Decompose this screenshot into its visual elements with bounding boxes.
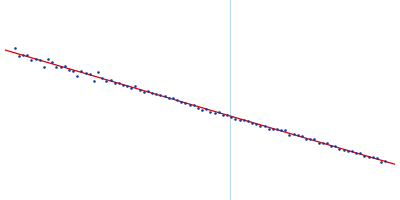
Point (157, 93, 164, 96)
Point (216, 111, 222, 114)
Point (199, 108, 205, 111)
Point (361, 155, 368, 158)
Point (286, 133, 293, 137)
Point (316, 142, 322, 145)
Point (303, 138, 309, 141)
Point (266, 127, 272, 131)
Point (220, 113, 226, 116)
Point (78, 69, 84, 72)
Point (36, 59, 43, 62)
Point (257, 125, 264, 128)
Point (24, 54, 30, 57)
Point (232, 117, 238, 120)
Point (349, 150, 355, 153)
Point (182, 102, 189, 105)
Point (45, 58, 51, 61)
Point (170, 97, 176, 100)
Point (253, 122, 259, 125)
Point (211, 112, 218, 115)
Point (82, 72, 89, 75)
Point (382, 159, 388, 162)
Point (320, 141, 326, 144)
Point (116, 82, 122, 85)
Point (190, 104, 197, 107)
Point (290, 132, 297, 135)
Point (20, 54, 26, 57)
Point (166, 96, 172, 99)
Point (149, 91, 155, 95)
Point (357, 152, 364, 155)
Point (186, 103, 193, 106)
Point (299, 134, 305, 138)
Point (240, 119, 247, 122)
Point (203, 107, 210, 110)
Point (307, 137, 314, 141)
Point (245, 120, 251, 123)
Point (49, 60, 56, 64)
Point (141, 90, 147, 93)
Point (311, 137, 318, 140)
Point (57, 65, 64, 68)
Point (353, 151, 359, 155)
Point (278, 128, 284, 131)
Point (145, 90, 151, 93)
Point (274, 127, 280, 131)
Point (16, 54, 22, 57)
Point (74, 74, 80, 77)
Point (112, 82, 118, 85)
Point (178, 101, 184, 104)
Point (28, 59, 35, 62)
Point (378, 160, 384, 163)
Point (282, 129, 288, 132)
Point (328, 145, 334, 148)
Point (228, 115, 234, 118)
Point (324, 142, 330, 145)
Point (370, 155, 376, 158)
Point (107, 79, 114, 82)
Point (99, 76, 106, 80)
Point (128, 86, 134, 89)
Point (53, 65, 60, 69)
Point (132, 85, 139, 88)
Point (332, 145, 338, 148)
Point (236, 118, 243, 122)
Point (124, 85, 130, 88)
Point (62, 64, 68, 68)
Point (224, 113, 230, 116)
Point (174, 99, 180, 102)
Point (66, 68, 72, 71)
Point (365, 155, 372, 158)
Point (162, 95, 168, 98)
Point (374, 157, 380, 160)
Point (344, 150, 351, 153)
Point (336, 147, 343, 151)
Point (340, 148, 347, 152)
Point (249, 122, 255, 125)
Point (270, 127, 276, 130)
Point (294, 133, 301, 136)
Point (153, 93, 160, 96)
Point (32, 57, 39, 61)
Point (120, 83, 126, 86)
Point (41, 65, 47, 69)
Point (12, 46, 18, 49)
Point (103, 79, 110, 83)
Point (261, 124, 268, 128)
Point (136, 88, 143, 91)
Point (95, 70, 101, 74)
Point (91, 79, 97, 82)
Point (195, 106, 201, 109)
Point (86, 72, 93, 76)
Point (207, 110, 214, 113)
Point (70, 69, 76, 72)
